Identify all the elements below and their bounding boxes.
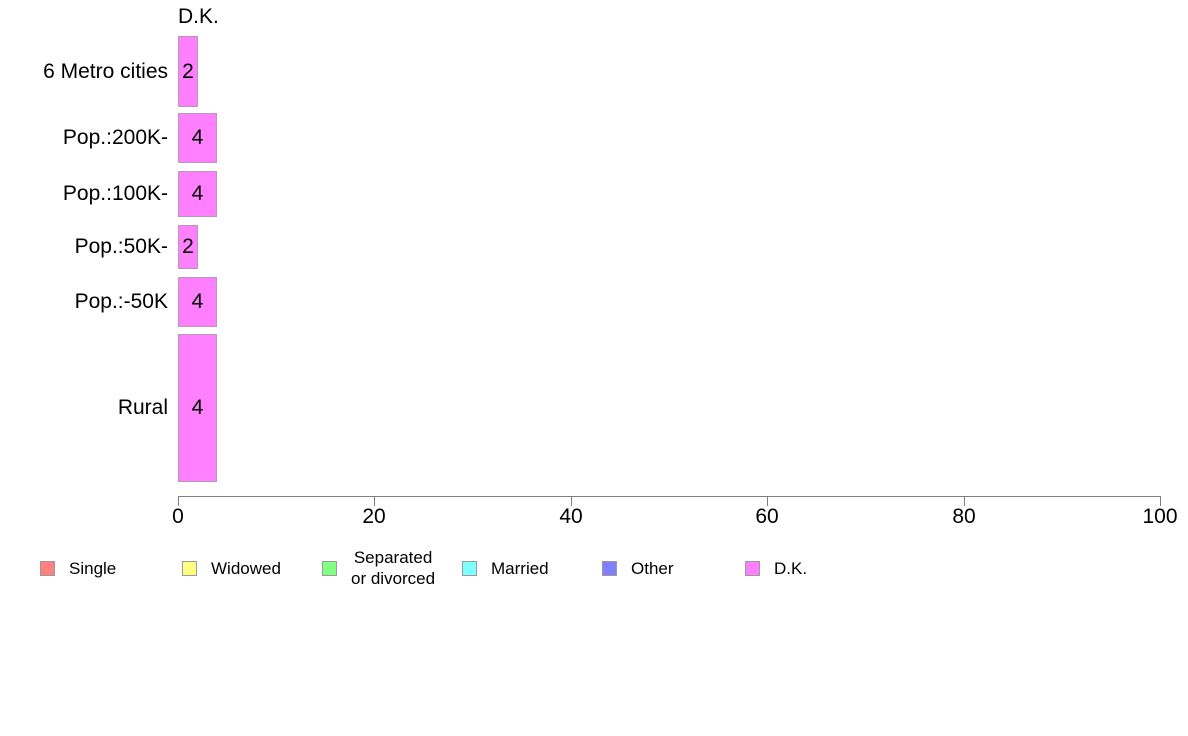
x-axis-tick [1160,496,1161,506]
x-axis-tick [571,496,572,506]
bar: 2 [178,225,198,269]
legend-swatch [602,560,617,576]
legend-label: Other [631,558,674,578]
category-label: Pop.:100K- [62,182,168,205]
category-label: Pop.:50K- [74,235,168,258]
x-axis-tick-label: 100 [1142,505,1178,528]
legend-label: Married [491,558,549,578]
legend-item: Other [602,546,674,590]
x-axis-tick [178,496,179,506]
bar: 2 [178,36,198,107]
x-axis-line [178,496,1161,497]
bar-value-label: 4 [191,290,204,313]
legend-label: Single [69,558,117,578]
x-axis-tick [964,496,965,506]
x-axis-tick [374,496,375,506]
x-axis-tick [767,496,768,506]
category-label: Pop.:200K- [62,126,168,149]
legend-item: Single [40,546,116,590]
bar-value-label: 2 [182,59,194,83]
bar: 4 [178,277,217,327]
bar: 4 [178,113,217,163]
legend-label: Separated or divorced [351,548,436,588]
bar-value-label: 2 [182,235,194,258]
chart-title: D.K. [178,5,219,28]
category-label: Rural [117,396,168,419]
bar: 4 [178,334,217,482]
legend-swatch [322,560,337,576]
bar-value-label: 4 [191,126,204,149]
legend-label: Widowed [211,558,281,578]
legend-swatch [182,560,197,576]
x-axis-tick-label: 20 [362,505,386,528]
legend-swatch [745,560,760,576]
category-label: 6 Metro cities [43,59,168,83]
bar: 4 [178,171,217,217]
legend-item: D.K. [745,546,807,590]
legend-item: Separated or divorced [322,546,435,590]
legend-label: D.K. [774,558,808,578]
legend-swatch [40,560,55,576]
x-axis-tick-label: 40 [559,505,583,528]
legend-swatch [462,560,477,576]
legend-item: Widowed [182,546,281,590]
bar-value-label: 4 [191,182,204,205]
x-axis-tick-label: 0 [172,505,184,528]
x-axis-tick-label: 80 [952,505,976,528]
bar-value-label: 4 [191,396,204,419]
x-axis-tick-label: 60 [755,505,779,528]
legend-item: Married [462,546,549,590]
category-label: Pop.:-50K [74,290,168,313]
